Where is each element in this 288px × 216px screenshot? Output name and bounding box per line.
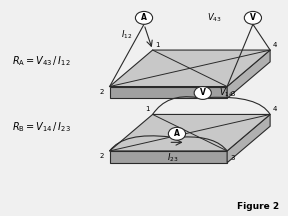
Polygon shape bbox=[110, 114, 270, 151]
Text: 2: 2 bbox=[99, 89, 104, 95]
Text: $V_{14}$: $V_{14}$ bbox=[219, 87, 233, 99]
Polygon shape bbox=[227, 114, 270, 163]
Text: 4: 4 bbox=[273, 42, 277, 48]
Text: Figure 2: Figure 2 bbox=[236, 202, 279, 211]
Text: $I_{12}$: $I_{12}$ bbox=[121, 29, 132, 41]
Circle shape bbox=[194, 87, 211, 99]
Circle shape bbox=[244, 11, 262, 24]
Text: 3: 3 bbox=[230, 91, 234, 97]
Text: 3: 3 bbox=[230, 155, 234, 161]
Text: 1: 1 bbox=[156, 42, 160, 48]
Text: $R_{\rm B} = V_{14}\,/\,I_{23}$: $R_{\rm B} = V_{14}\,/\,I_{23}$ bbox=[12, 120, 71, 134]
Text: $R_{\rm A} = V_{43}\,/\,I_{12}$: $R_{\rm A} = V_{43}\,/\,I_{12}$ bbox=[12, 54, 71, 68]
Circle shape bbox=[135, 11, 153, 24]
Text: 2: 2 bbox=[99, 153, 104, 159]
Text: $I_{23}$: $I_{23}$ bbox=[167, 152, 179, 165]
Polygon shape bbox=[110, 87, 227, 98]
Text: A: A bbox=[174, 129, 180, 138]
Text: 1: 1 bbox=[145, 106, 150, 112]
Text: V: V bbox=[250, 13, 256, 22]
Text: $V_{43}$: $V_{43}$ bbox=[206, 12, 221, 24]
Text: 4: 4 bbox=[273, 106, 277, 112]
Circle shape bbox=[168, 127, 185, 140]
Polygon shape bbox=[110, 50, 270, 87]
Polygon shape bbox=[110, 151, 227, 163]
Text: V: V bbox=[200, 89, 206, 97]
Polygon shape bbox=[227, 50, 270, 98]
Text: A: A bbox=[141, 13, 147, 22]
